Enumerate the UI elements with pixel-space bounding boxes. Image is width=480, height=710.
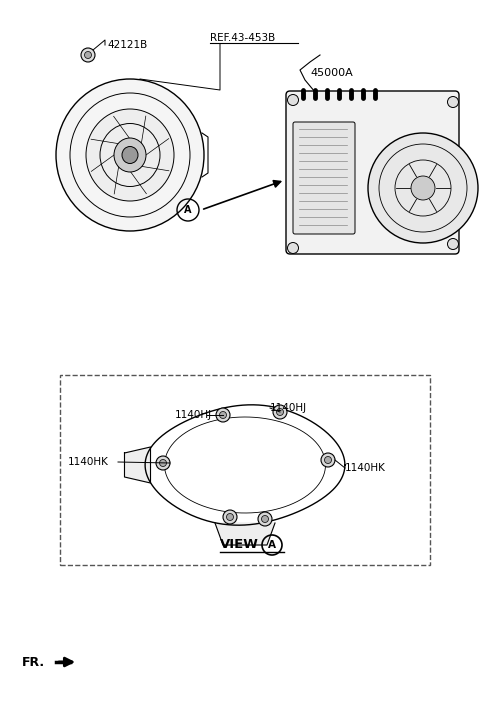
Circle shape (81, 48, 95, 62)
Circle shape (262, 515, 268, 523)
FancyBboxPatch shape (293, 122, 355, 234)
Circle shape (321, 453, 335, 467)
Circle shape (447, 239, 458, 249)
Circle shape (411, 176, 435, 200)
Text: 1140HK: 1140HK (68, 457, 109, 467)
Text: 42121B: 42121B (107, 40, 147, 50)
Ellipse shape (114, 138, 146, 172)
Text: FR.: FR. (22, 655, 45, 669)
Circle shape (219, 412, 227, 418)
Circle shape (258, 512, 272, 526)
Text: 1140HJ: 1140HJ (175, 410, 212, 420)
Ellipse shape (56, 79, 204, 231)
Circle shape (227, 513, 233, 520)
Circle shape (223, 510, 237, 524)
FancyBboxPatch shape (286, 91, 459, 254)
Ellipse shape (86, 109, 174, 201)
Circle shape (288, 94, 299, 106)
Circle shape (324, 457, 332, 464)
Text: A: A (268, 540, 276, 550)
Circle shape (447, 97, 458, 107)
Bar (60, 375, 430, 565)
Text: A: A (184, 205, 192, 215)
Ellipse shape (122, 146, 138, 163)
Circle shape (273, 405, 287, 419)
Circle shape (288, 243, 299, 253)
Circle shape (276, 408, 284, 415)
Circle shape (156, 456, 170, 470)
Circle shape (216, 408, 230, 422)
Circle shape (84, 52, 92, 58)
Text: VIEW: VIEW (220, 538, 259, 552)
Text: 1140HJ: 1140HJ (270, 403, 307, 413)
Text: 45000A: 45000A (310, 68, 353, 78)
Polygon shape (124, 447, 151, 483)
Text: 1140HK: 1140HK (345, 463, 386, 473)
Polygon shape (215, 523, 275, 545)
Circle shape (159, 459, 167, 466)
Circle shape (368, 133, 478, 243)
Text: REF.43-453B: REF.43-453B (210, 33, 275, 43)
